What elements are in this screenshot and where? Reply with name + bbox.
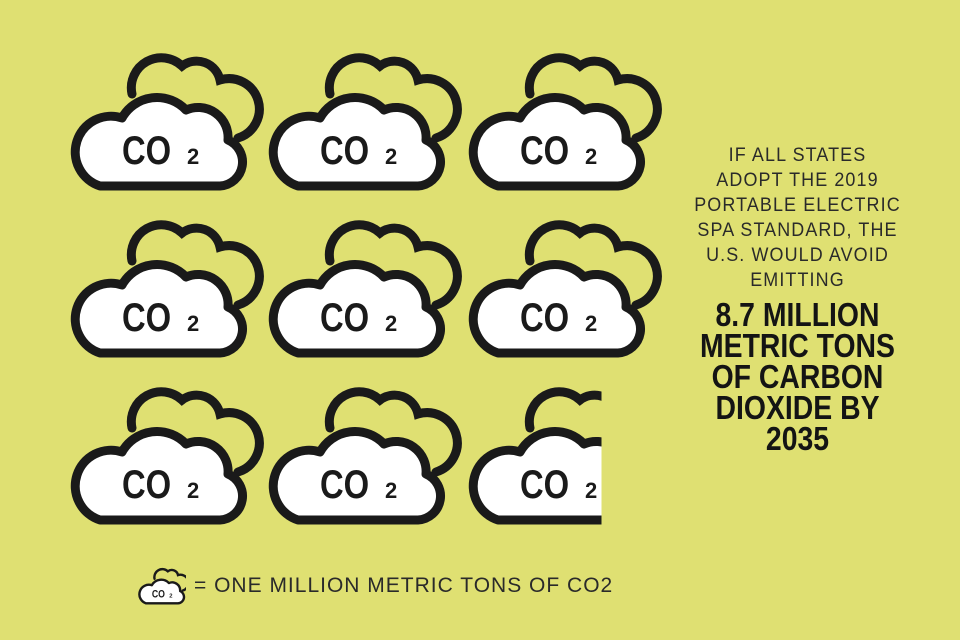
co2-cloud-icon (473, 225, 657, 353)
co2-cloud-icon (75, 392, 259, 520)
co2-cloud-icon (273, 225, 457, 353)
co2-cloud-icon (75, 58, 259, 186)
statement-line: U.S. WOULD AVOID (706, 244, 889, 266)
legend: = ONE MILLION METRIC TONS OF CO2 (138, 566, 613, 606)
statement: IF ALL STATES ADOPT THE 2019 PORTABLE EL… (660, 143, 935, 457)
statement-highlight: 8.7 MILLION METRIC TONS OF CARBON DIOXID… (660, 296, 935, 457)
statement-line: EMITTING (750, 269, 845, 291)
highlight-line: METRIC TONS (699, 327, 895, 364)
co2-cloud-icon (273, 58, 457, 186)
highlight-line: DIOXIDE BY (715, 389, 880, 426)
co2-cloud-icon (75, 225, 259, 353)
statement-line: PORTABLE ELECTRIC (694, 194, 901, 216)
co2-cloud-icon (473, 58, 657, 186)
highlight-line: 8.7 MILLION (715, 296, 880, 333)
co2-cloud-icon (273, 392, 457, 520)
co2-cloud-icon (138, 567, 186, 605)
highlight-line: OF CARBON (711, 358, 884, 395)
partial-co2-cloud-icon (473, 392, 657, 520)
statement-line: IF ALL STATES (728, 144, 867, 166)
statement-line: SPA STANDARD, THE (697, 219, 898, 241)
statement-intro: IF ALL STATES ADOPT THE 2019 PORTABLE EL… (660, 143, 935, 293)
legend-text: = ONE MILLION METRIC TONS OF CO2 (194, 574, 614, 597)
highlight-line: 2035 (765, 420, 830, 457)
statement-line: ADOPT THE 2019 (716, 169, 879, 191)
